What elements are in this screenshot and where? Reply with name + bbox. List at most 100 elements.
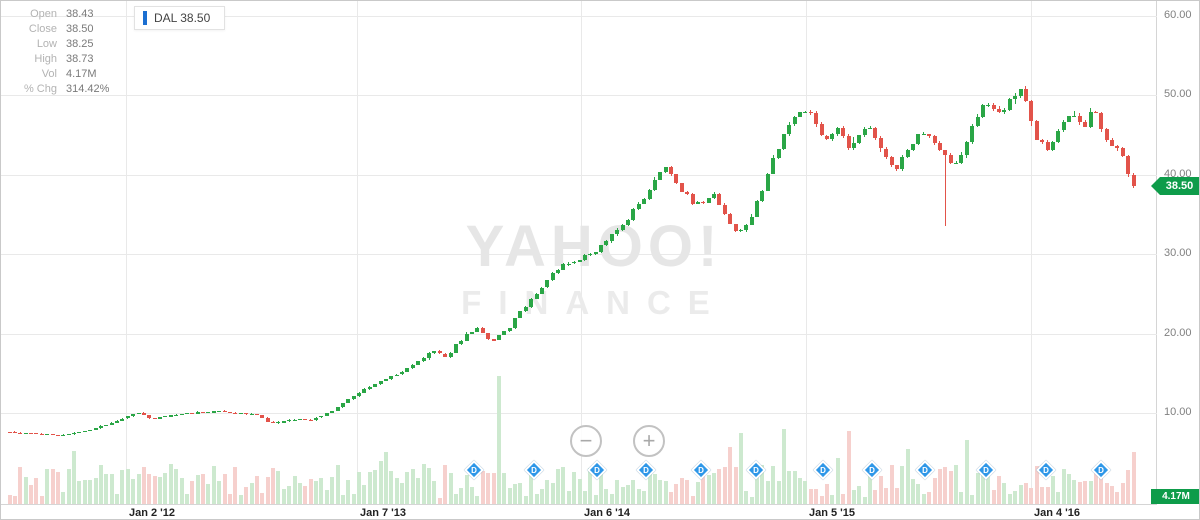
- dividend-letter: D: [983, 465, 989, 475]
- candlestick: [61, 434, 65, 436]
- volume-bar: [890, 465, 894, 504]
- candlestick: [449, 352, 453, 358]
- zoom-out-button[interactable]: −: [570, 425, 602, 457]
- volume-bar: [1083, 481, 1087, 504]
- volume-bar: [959, 492, 963, 504]
- candlestick: [750, 216, 754, 226]
- volume-bar: [266, 477, 270, 504]
- candlestick: [293, 419, 297, 421]
- candlestick: [228, 411, 232, 413]
- candlestick: [793, 116, 797, 125]
- volume-bar: [432, 481, 436, 504]
- volume-bar: [120, 470, 124, 504]
- volume-bar: [578, 479, 582, 504]
- dividend-marker[interactable]: D: [524, 460, 544, 480]
- volume-bar: [922, 494, 926, 504]
- volume-bar: [88, 480, 92, 504]
- volume-bar: [1132, 452, 1136, 504]
- candlestick: [405, 368, 409, 372]
- volume-bar: [217, 481, 221, 504]
- volume-bar: [852, 490, 856, 504]
- volume-bar: [368, 472, 372, 504]
- candlestick: [432, 350, 436, 353]
- candlestick: [330, 411, 334, 414]
- volume-bar: [196, 475, 200, 504]
- dividend-marker[interactable]: D: [813, 460, 833, 480]
- candlestick: [1105, 129, 1109, 140]
- volume-bar: [1024, 483, 1028, 504]
- candlestick: [1078, 115, 1082, 122]
- volume-bar: [362, 485, 366, 504]
- volume-bar: [110, 474, 114, 504]
- volume-bar: [405, 472, 409, 504]
- candlestick: [217, 411, 221, 413]
- volume-bar: [674, 484, 678, 504]
- candlestick: [604, 240, 608, 246]
- zoom-in-button[interactable]: +: [633, 425, 665, 457]
- volume-bar: [1051, 476, 1055, 504]
- candlestick: [1051, 142, 1055, 150]
- candlestick: [8, 431, 12, 434]
- legend-item-dal[interactable]: DAL 38.50: [134, 6, 226, 30]
- gridline-vertical: [806, 1, 807, 504]
- gridline-vertical: [357, 1, 358, 504]
- candle-wick: [14, 431, 15, 433]
- volume-bar: [1094, 473, 1098, 504]
- volume-bar: [803, 481, 807, 504]
- candlestick: [696, 202, 700, 204]
- candlestick: [965, 141, 969, 155]
- candlestick: [1008, 99, 1012, 110]
- volume-bar: [190, 481, 194, 504]
- info-label-close: Close: [28, 23, 57, 35]
- volume-bar: [658, 480, 662, 504]
- candlestick: [51, 434, 55, 436]
- candlestick: [180, 413, 184, 415]
- volume-bar: [981, 466, 985, 504]
- volume-bar: [276, 471, 280, 504]
- candlestick: [223, 411, 227, 413]
- candlestick: [389, 376, 393, 380]
- candlestick: [642, 198, 646, 204]
- candlestick: [879, 137, 883, 149]
- dividend-letter: D: [531, 465, 537, 475]
- candlestick: [664, 166, 668, 173]
- candlestick: [1126, 155, 1130, 175]
- volume-bar: [1121, 483, 1125, 504]
- volume-bar: [158, 477, 162, 504]
- candlestick: [863, 128, 867, 136]
- info-row-close: Close 38.50: [9, 22, 109, 37]
- candlestick: [67, 434, 71, 436]
- plot-area[interactable]: YAHOO! FINANCE Open 38.43 Close 38.50 Lo…: [1, 1, 1157, 505]
- volume-bar: [212, 466, 216, 504]
- volume-bar: [809, 489, 813, 504]
- volume-bar: [1046, 487, 1050, 504]
- candlestick: [77, 432, 81, 434]
- volume-bar: [293, 476, 297, 504]
- candlestick: [997, 108, 1001, 113]
- candlestick: [185, 413, 189, 415]
- volume-bar: [943, 467, 947, 504]
- candlestick: [508, 327, 512, 332]
- candle-wick: [574, 261, 575, 264]
- candlestick: [594, 251, 598, 255]
- candlestick: [206, 412, 210, 414]
- candlestick: [658, 172, 662, 180]
- dividend-marker[interactable]: D: [915, 460, 935, 480]
- volume-bar: [524, 496, 528, 504]
- volume-bar: [518, 483, 522, 504]
- candlestick: [567, 263, 571, 265]
- candlestick: [922, 133, 926, 135]
- candlestick: [976, 117, 980, 126]
- candlestick: [1083, 121, 1087, 127]
- candlestick: [88, 429, 92, 431]
- volume-bar: [346, 480, 350, 504]
- candlestick: [809, 111, 813, 114]
- volume-bar: [933, 478, 937, 504]
- volume-bar: [104, 474, 108, 504]
- dividend-letter: D: [594, 465, 600, 475]
- candlestick: [319, 415, 323, 418]
- volume-bar: [734, 467, 738, 504]
- volume-bar: [282, 489, 286, 504]
- volume-bar: [239, 495, 243, 504]
